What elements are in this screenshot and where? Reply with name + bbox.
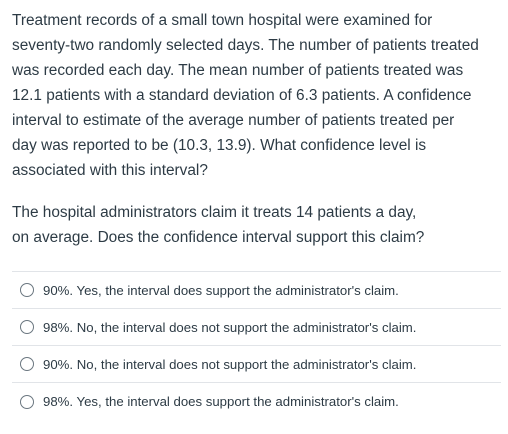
answer-label: 98%. Yes, the interval does support the … [43,394,399,409]
answer-option-3[interactable]: 90%. No, the interval does not support t… [12,346,501,383]
question-line: was recorded each day. The mean number o… [12,62,464,79]
question-line: on average. Does the confidence interval… [12,229,425,246]
question-text: Treatment records of a small town hospit… [12,8,504,250]
question-line: 12.1 patients with a standard deviation … [12,87,472,104]
answer-option-2[interactable]: 98%. No, the interval does not support t… [12,309,501,346]
radio-button[interactable] [20,357,34,371]
answer-list: 90%. Yes, the interval does support the … [12,271,501,420]
question-paragraph-2: The hospital administrators claim it tre… [12,200,504,250]
answer-label: 90%. Yes, the interval does support the … [43,282,399,298]
question-line: associated with this interval? [12,162,208,179]
question-line: interval to estimate of the average numb… [12,112,455,129]
answer-option-1[interactable]: 90%. Yes, the interval does support the … [12,272,501,309]
answer-label: 90%. No, the interval does not support t… [43,356,417,372]
question-paragraph-1: Treatment records of a small town hospit… [12,8,504,183]
question-line: seventy-two randomly selected days. The … [12,37,479,54]
question-line: The hospital administrators claim it tre… [12,204,417,221]
radio-button[interactable] [20,394,34,409]
question-line: Treatment records of a small town hospit… [12,12,433,29]
question-line: day was reported to be (10.3, 13.9). Wha… [12,137,427,154]
radio-button[interactable] [20,283,34,297]
answer-option-4[interactable]: 98%. Yes, the interval does support the … [12,383,501,420]
answer-label: 98%. No, the interval does not support t… [43,319,417,335]
radio-button[interactable] [20,320,34,334]
